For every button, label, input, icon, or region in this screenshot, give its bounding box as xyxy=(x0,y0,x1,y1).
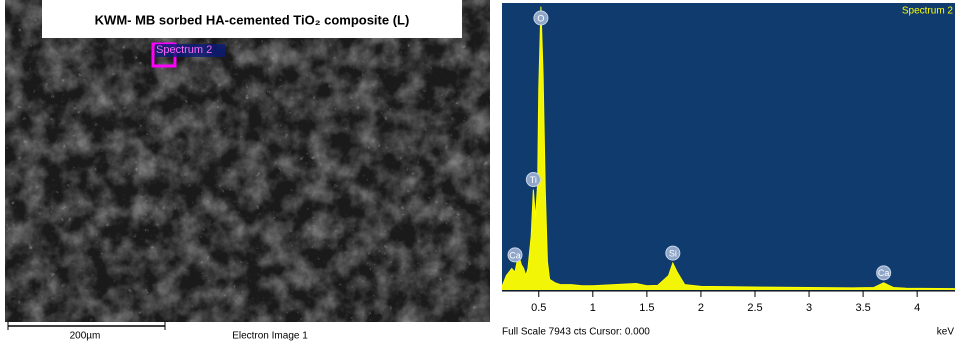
sem-title: KWM- MB sorbed HA-cemented TiO₂ composit… xyxy=(95,12,410,27)
x-tick-label: 0.5 xyxy=(531,302,546,314)
sem-grain xyxy=(5,0,490,322)
peak-label: Ca xyxy=(878,268,890,278)
x-tick-label: 4 xyxy=(914,302,920,314)
peak-label: Si xyxy=(669,248,677,258)
plot-area xyxy=(502,3,955,291)
x-tick-label: 1.5 xyxy=(639,302,654,314)
legend: Spectrum 2 xyxy=(902,6,954,17)
x-tick-label: 1 xyxy=(590,302,596,314)
peak-label: Ti xyxy=(530,175,537,185)
x-unit: keV xyxy=(937,327,955,338)
figure: KWM- MB sorbed HA-cemented TiO₂ composit… xyxy=(0,0,956,343)
footer: Full Scale 7943 cts Cursor: 0.000 xyxy=(502,327,650,338)
page: KWM- MB sorbed HA-cemented TiO₂ composit… xyxy=(0,0,956,343)
scale-label: 200µm xyxy=(70,331,101,342)
x-tick-label: 2 xyxy=(698,302,704,314)
x-tick-label: 3 xyxy=(806,302,812,314)
peak-label: Ca xyxy=(509,250,521,260)
peak-label: O xyxy=(537,13,544,23)
x-tick-label: 3.5 xyxy=(855,302,870,314)
spectrum-label: Spectrum 2 xyxy=(156,44,212,56)
image-caption: Electron Image 1 xyxy=(232,331,308,342)
x-tick-label: 2.5 xyxy=(747,302,762,314)
